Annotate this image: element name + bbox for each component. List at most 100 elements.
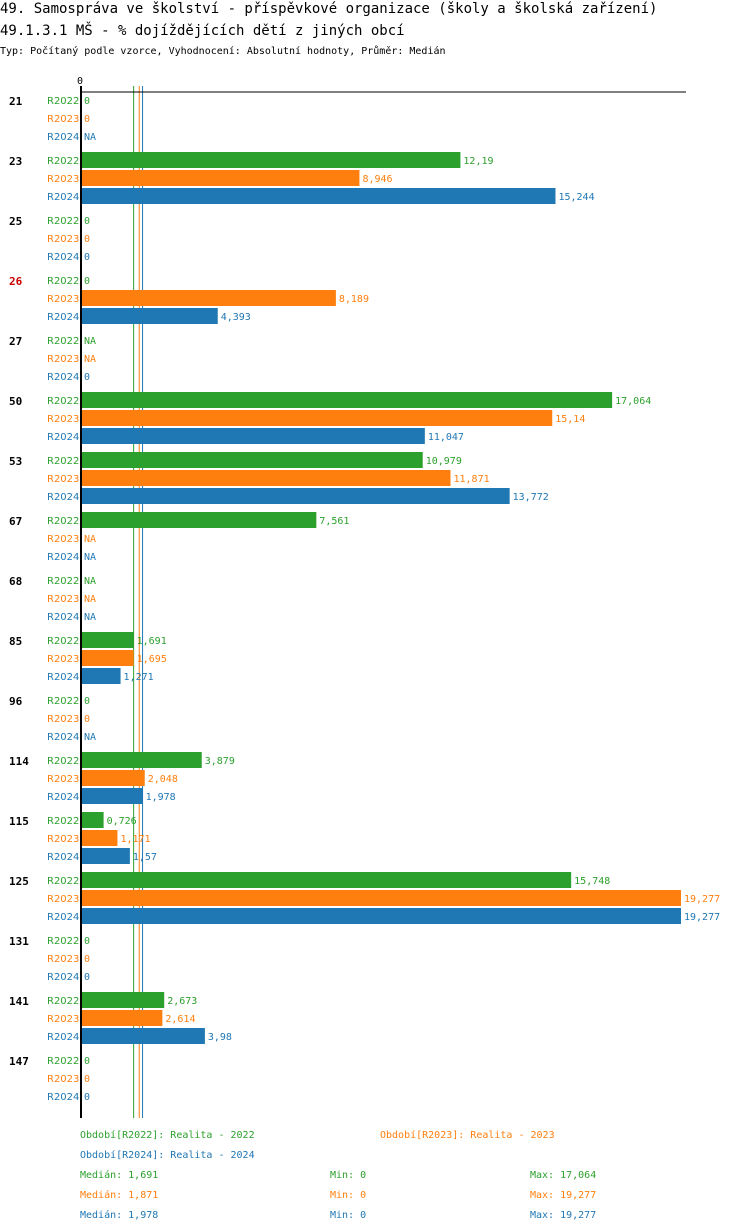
series-label-R2022: R2022: [47, 936, 79, 947]
group-label: 50: [9, 395, 22, 408]
series-label-R2023: R2023: [47, 474, 79, 485]
median-stat-R2024: Medián: 1,978: [80, 1209, 158, 1221]
data-label-R2023: 1,171: [120, 834, 150, 845]
group-label: 85: [9, 635, 22, 648]
series-label-R2023: R2023: [47, 714, 79, 725]
group-label: 25: [9, 215, 22, 228]
series-label-R2023: R2023: [47, 534, 79, 545]
series-label-R2022: R2022: [47, 816, 79, 827]
max-stat-R2022: Max: 17,064: [530, 1170, 596, 1181]
data-label-R2022: 1,691: [137, 636, 167, 647]
data-label-R2022: 0: [84, 276, 90, 287]
group-label: 23: [9, 155, 22, 168]
group-label: 96: [9, 695, 23, 708]
bar-R2023: [81, 1010, 163, 1026]
group-label: 114: [9, 755, 29, 768]
series-label-R2024: R2024: [47, 1032, 79, 1043]
series-label-R2024: R2024: [47, 912, 79, 923]
chart-type-line: Typ: Počítaný podle vzorce, Vyhodnocení:…: [0, 45, 446, 57]
data-label-R2022: NA: [84, 576, 96, 587]
group-label: 68: [9, 575, 22, 588]
bar-R2022: [81, 872, 572, 888]
bar-R2023: [81, 650, 134, 666]
data-label-R2023: 0: [84, 114, 90, 125]
series-label-R2024: R2024: [47, 132, 79, 143]
data-label-R2023: 0: [84, 234, 90, 245]
bar-R2022: [81, 812, 104, 828]
data-label-R2023: 8,189: [339, 294, 369, 305]
bar-R2023: [81, 470, 451, 486]
data-label-R2023: 2,614: [165, 1014, 195, 1025]
data-label-R2024: 19,277: [684, 912, 720, 923]
data-label-R2023: 19,277: [684, 894, 720, 905]
data-label-R2022: 0: [84, 936, 90, 947]
data-label-R2024: 1,57: [133, 852, 157, 863]
chart-title: 49. Samospráva ve školství - příspěvkové…: [0, 1, 657, 17]
median-stat-R2023: Medián: 1,871: [80, 1189, 158, 1201]
bar-R2023: [81, 890, 681, 906]
series-label-R2022: R2022: [47, 696, 79, 707]
median-stat-R2022: Medián: 1,691: [80, 1169, 158, 1181]
series-label-R2023: R2023: [47, 414, 79, 425]
bar-R2024: [81, 488, 510, 504]
x-tick-label: 0: [77, 76, 83, 87]
data-label-R2022: 12,19: [463, 156, 493, 167]
group-label: 53: [9, 455, 22, 468]
data-label-R2024: 0: [84, 972, 90, 983]
legend: Období[R2022]: Realita - 2022 Období[R202…: [80, 1129, 596, 1221]
series-label-R2023: R2023: [47, 1074, 79, 1085]
series-label-R2023: R2023: [47, 954, 79, 965]
data-label-R2022: 2,673: [167, 996, 197, 1007]
series-label-R2023: R2023: [47, 294, 79, 305]
data-label-R2022: NA: [84, 336, 96, 347]
data-label-R2022: 7,561: [319, 516, 349, 527]
data-label-R2022: 15,748: [574, 876, 610, 887]
group-label: 141: [9, 995, 29, 1008]
data-label-R2022: 0: [84, 216, 90, 227]
series-label-R2024: R2024: [47, 1092, 79, 1103]
series-label-R2024: R2024: [47, 792, 79, 803]
series-label-R2024: R2024: [47, 372, 79, 383]
data-label-R2024: 3,98: [208, 1032, 232, 1043]
bar-R2023: [81, 290, 336, 306]
series-label-R2023: R2023: [47, 1014, 79, 1025]
bar-R2024: [81, 788, 143, 804]
series-label-R2022: R2022: [47, 876, 79, 887]
series-label-R2024: R2024: [47, 552, 79, 563]
series-label-R2024: R2024: [47, 192, 79, 203]
data-label-R2023: NA: [84, 354, 96, 365]
bar-R2024: [81, 188, 556, 204]
data-label-R2022: 0: [84, 1056, 90, 1067]
series-label-R2024: R2024: [47, 852, 79, 863]
chart-subtitle: 49.1.3.1 MŠ - % dojíždějících dětí z jin…: [0, 21, 405, 39]
series-label-R2022: R2022: [47, 516, 79, 527]
series-label-R2023: R2023: [47, 594, 79, 605]
min-stat-R2024: Min: 0: [330, 1210, 366, 1221]
bar-R2024: [81, 848, 130, 864]
group-label: 131: [9, 935, 29, 948]
series-label-R2022: R2022: [47, 336, 79, 347]
bar-R2023: [81, 170, 360, 186]
series-label-R2022: R2022: [47, 396, 79, 407]
group-label: 27: [9, 335, 22, 348]
bar-R2022: [81, 152, 461, 168]
data-label-R2022: 0: [84, 96, 90, 107]
series-label-R2023: R2023: [47, 774, 79, 785]
series-label-R2022: R2022: [47, 636, 79, 647]
bar-R2024: [81, 428, 425, 444]
series-label-R2023: R2023: [47, 354, 79, 365]
data-label-R2022: 3,879: [205, 756, 235, 767]
data-label-R2023: NA: [84, 534, 96, 545]
legend-item-R2023: Období[R2023]: Realita - 2023: [380, 1129, 555, 1141]
data-label-R2022: 0,726: [107, 816, 137, 827]
bar-R2023: [81, 830, 118, 846]
series-label-R2023: R2023: [47, 654, 79, 665]
series-label-R2023: R2023: [47, 174, 79, 185]
series-label-R2024: R2024: [47, 432, 79, 443]
data-label-R2023: 11,871: [453, 474, 489, 485]
max-stat-R2023: Max: 19,277: [530, 1190, 596, 1201]
bar-R2022: [81, 752, 202, 768]
data-label-R2023: 8,946: [362, 174, 392, 185]
data-label-R2023: NA: [84, 594, 96, 605]
bar-R2022: [81, 632, 134, 648]
